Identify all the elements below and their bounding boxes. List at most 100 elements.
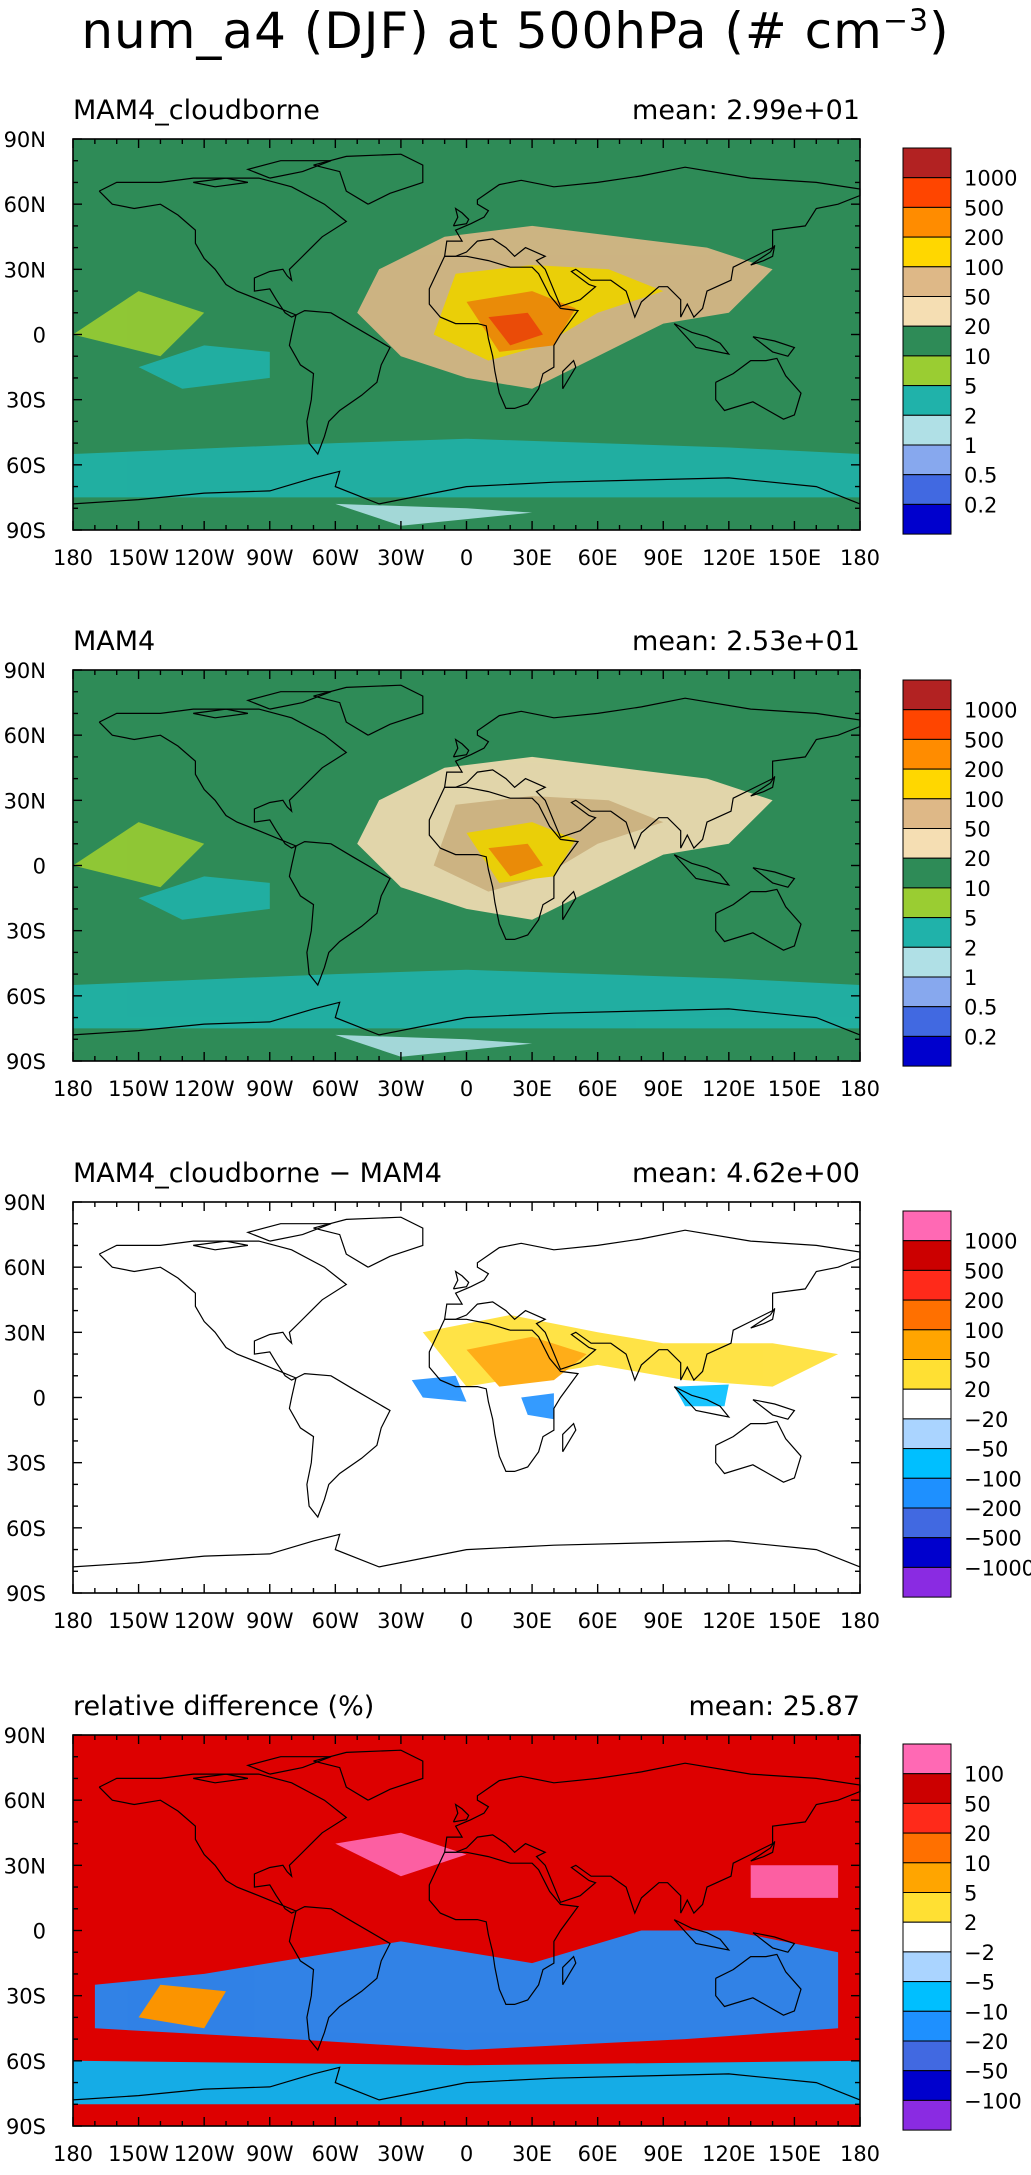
lon-tick-label: 150W: [108, 2142, 169, 2166]
coastline: [750, 245, 776, 266]
colorbar-legend: 100 50 20 10 5 2 −2 −5 −10 −20 −50 −100: [902, 1743, 1022, 2131]
shade-region: [488, 843, 543, 877]
legend-label: 2: [964, 936, 977, 960]
legend-label: 50: [964, 818, 991, 842]
legend-label: 5: [964, 1882, 977, 1906]
plot-background: [73, 1735, 860, 2126]
lon-tick-label: 150E: [768, 546, 821, 570]
legend-label: 20: [964, 1378, 991, 1402]
legend-label: 20: [964, 1822, 991, 1846]
legend-swatch: [902, 266, 952, 297]
lon-tick-label: 150E: [768, 1609, 821, 1633]
legend-label: −5: [964, 1971, 995, 1995]
legend-swatch: [902, 1566, 952, 1598]
lat-tick-label: 90N: [4, 1191, 46, 1215]
lon-tick-label: 150E: [768, 2142, 821, 2166]
coastline: [673, 1386, 731, 1418]
legend-swatch: [902, 1006, 952, 1037]
ticks: [72, 1734, 861, 2127]
legend-label: −100: [964, 1467, 1022, 1491]
coastline: [313, 153, 424, 205]
shade-negative: [411, 1375, 467, 1402]
lon-tick-label: 90E: [643, 546, 683, 570]
panel-3: MAM4_cloudborne − MAM4 mean: 4.62e+00 90N 6…: [4, 1158, 1031, 1633]
lat-tick-label: 90S: [6, 519, 46, 543]
legend-label: −200: [964, 1497, 1022, 1521]
lat-tick-label: 90N: [4, 1724, 46, 1748]
legend-swatch: [902, 709, 952, 740]
coastline: [562, 890, 577, 921]
coastline: [752, 1932, 796, 1953]
ticks: [72, 669, 861, 1062]
legend-swatch: [902, 738, 952, 770]
lon-tick-label: 120E: [702, 1609, 755, 1633]
lon-tick-label: 120W: [174, 546, 235, 570]
lon-tick-label: 180: [53, 546, 93, 570]
lon-tick-label: 90E: [643, 1077, 683, 1101]
lon-tick-label: 120W: [174, 1077, 235, 1101]
coastline: [452, 207, 470, 227]
coastline: [673, 1919, 731, 1951]
ticks: [72, 1201, 861, 1594]
panel-mean: mean: 4.62e+00: [632, 1158, 860, 1189]
lon-tick-label: 180: [53, 1077, 93, 1101]
legend-label: 5: [964, 907, 977, 931]
lon-tick-label: 150W: [108, 546, 169, 570]
legend-label: 0.2: [964, 493, 997, 517]
coastline: [452, 1803, 470, 1823]
legend-swatch: [902, 325, 952, 357]
coastline: [428, 255, 580, 409]
legend-label: 100: [964, 256, 1004, 280]
legend-swatch: [902, 474, 952, 505]
legend-swatch: [902, 1210, 952, 1242]
coastline: [428, 1851, 580, 2006]
legend-swatch: [902, 2040, 952, 2072]
legend-swatch: [902, 1299, 952, 1331]
legend-swatch: [902, 976, 952, 1008]
legend-swatch: [902, 1359, 952, 1390]
legend-swatch: [902, 296, 952, 327]
coastlines: [72, 1216, 861, 1568]
legend-swatch: [902, 1388, 952, 1420]
lon-tick-label: 120E: [702, 2142, 755, 2166]
legend-swatch: [902, 798, 952, 829]
coastline: [72, 1533, 861, 1568]
lon-tick-label: 30E: [512, 546, 552, 570]
lat-tick-label: 90S: [6, 2115, 46, 2139]
lat-tick-label: 90N: [4, 128, 46, 152]
coastline: [313, 1749, 424, 1801]
lon-tick-label: 0: [460, 546, 473, 570]
lat-tick-label: 90N: [4, 659, 46, 683]
legend-swatch: [902, 1921, 952, 1953]
coastline: [245, 1756, 332, 1775]
lat-tick-label: 30N: [4, 258, 46, 282]
legend-label: −1000: [964, 1556, 1031, 1580]
coastline: [715, 357, 802, 420]
lon-tick-label: 60E: [578, 2142, 618, 2166]
coastline: [98, 708, 348, 849]
coastline: [673, 854, 731, 886]
panel-label: MAM4_cloudborne − MAM4: [73, 1158, 442, 1189]
legend-swatch: [902, 917, 952, 948]
lon-tick-label: 90W: [246, 2142, 294, 2166]
legend-label: 200: [964, 758, 1004, 782]
lat-tick-label: 30N: [4, 1854, 46, 1878]
coastline: [98, 1240, 348, 1381]
lon-tick-label: 60E: [578, 1609, 618, 1633]
legend-label: 1000: [964, 699, 1017, 723]
legend-swatch: [902, 236, 952, 268]
coastline: [752, 336, 796, 357]
legend-label: 20: [964, 847, 991, 871]
colorbar-legend: 1000 500 200 100 50 20 −20 −50 −100 −200 −500 −1000: [902, 1210, 1031, 1598]
coastline: [673, 323, 731, 356]
coastline: [313, 684, 424, 736]
coastline: [444, 697, 861, 850]
legend-label: 100: [964, 1319, 1004, 1343]
legend-label: 500: [964, 1259, 1004, 1283]
shade-region: [488, 312, 543, 346]
legend-swatch: [902, 887, 952, 919]
lon-tick-label: 30E: [512, 1609, 552, 1633]
legend-swatch: [902, 1035, 952, 1067]
lon-tick-label: 90W: [246, 1077, 294, 1101]
coastline: [72, 1001, 861, 1036]
